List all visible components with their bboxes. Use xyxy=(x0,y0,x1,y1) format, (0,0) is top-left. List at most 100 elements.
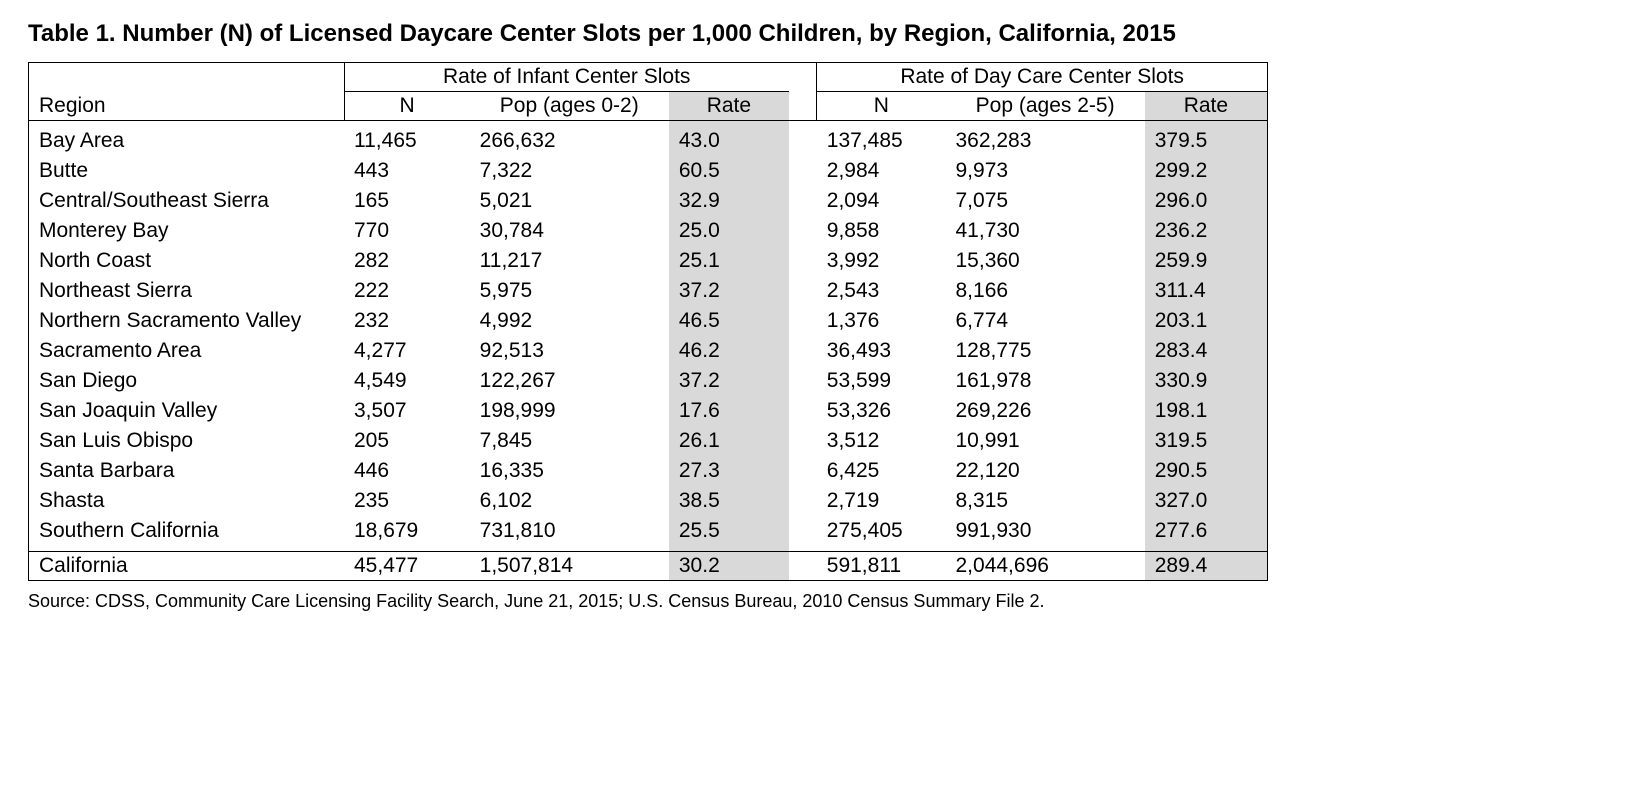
table-title: Table 1. Number (N) of Licensed Daycare … xyxy=(28,20,1622,48)
cell-n1: 235 xyxy=(344,486,470,516)
cell-gap xyxy=(789,276,817,306)
cell-n2: 2,719 xyxy=(817,486,946,516)
cell-rate1: 17.6 xyxy=(669,396,789,426)
cell-gap xyxy=(789,156,817,186)
cell-n2: 53,326 xyxy=(817,396,946,426)
cell-rate2: 319.5 xyxy=(1145,426,1268,456)
table-row: San Luis Obispo2057,84526.1 3,51210,99131… xyxy=(29,426,1268,456)
cell-pop2: 161,978 xyxy=(946,366,1145,396)
cell-pop1: 5,975 xyxy=(470,276,669,306)
header-gap2 xyxy=(789,92,817,121)
cell-gap xyxy=(789,121,817,157)
cell-n2: 137,485 xyxy=(817,121,946,157)
cell-pop2: 22,120 xyxy=(946,456,1145,486)
cell-rate1: 32.9 xyxy=(669,186,789,216)
table-row: North Coast28211,21725.13,99215,360259.9 xyxy=(29,246,1268,276)
cell-pop1: 30,784 xyxy=(470,216,669,246)
cell-pop1: 7,322 xyxy=(470,156,669,186)
table-row: Butte4437,32260.52,9849,973299.2 xyxy=(29,156,1268,186)
cell-pop2: 9,973 xyxy=(946,156,1145,186)
summary-n1: 45,477 xyxy=(344,552,470,581)
cell-gap xyxy=(789,366,817,396)
cell-gap xyxy=(789,216,817,246)
header-pop2: Pop (ages 2-5) xyxy=(946,92,1145,121)
header-blank xyxy=(29,63,345,92)
cell-rate2: 299.2 xyxy=(1145,156,1268,186)
cell-pop2: 10,991 xyxy=(946,426,1145,456)
table-row: Bay Area11,465266,63243.0137,485362,2833… xyxy=(29,121,1268,157)
cell-rate1: 26.1 xyxy=(669,426,789,456)
cell-n1: 4,549 xyxy=(344,366,470,396)
cell-n2: 36,493 xyxy=(817,336,946,366)
table-row: San Diego4,549122,26737.253,599161,97833… xyxy=(29,366,1268,396)
cell-n2: 2,543 xyxy=(817,276,946,306)
header-rate1: Rate xyxy=(669,92,789,121)
cell-rate2: 259.9 xyxy=(1145,246,1268,276)
cell-rate1: 27.3 xyxy=(669,456,789,486)
table-row: Santa Barbara44616,33527.36,42522,120290… xyxy=(29,456,1268,486)
cell-gap xyxy=(789,516,817,552)
cell-rate2: 198.1 xyxy=(1145,396,1268,426)
cell-n1: 4,277 xyxy=(344,336,470,366)
cell-pop2: 991,930 xyxy=(946,516,1145,552)
header-group-infant: Rate of Infant Center Slots xyxy=(344,63,789,92)
table-row: Shasta2356,10238.52,7198,315327.0 xyxy=(29,486,1268,516)
cell-rate2: 311.4 xyxy=(1145,276,1268,306)
cell-pop1: 5,021 xyxy=(470,186,669,216)
summary-rate2: 289.4 xyxy=(1145,552,1268,581)
cell-gap xyxy=(789,426,817,456)
cell-region: Northeast Sierra xyxy=(29,276,345,306)
cell-pop2: 6,774 xyxy=(946,306,1145,336)
table-row: Sacramento Area4,27792,51346.236,493128,… xyxy=(29,336,1268,366)
cell-rate2: 290.5 xyxy=(1145,456,1268,486)
cell-rate2: 327.0 xyxy=(1145,486,1268,516)
cell-n2: 53,599 xyxy=(817,366,946,396)
cell-rate1: 37.2 xyxy=(669,276,789,306)
cell-region: Butte xyxy=(29,156,345,186)
header-region: Region xyxy=(29,92,345,121)
cell-region: Southern California xyxy=(29,516,345,552)
cell-pop2: 7,075 xyxy=(946,186,1145,216)
cell-pop2: 41,730 xyxy=(946,216,1145,246)
cell-gap xyxy=(789,486,817,516)
cell-rate2: 236.2 xyxy=(1145,216,1268,246)
cell-n2: 1,376 xyxy=(817,306,946,336)
cell-region: San Diego xyxy=(29,366,345,396)
header-gap xyxy=(789,63,817,92)
cell-pop2: 269,226 xyxy=(946,396,1145,426)
cell-rate2: 330.9 xyxy=(1145,366,1268,396)
header-group-daycare: Rate of Day Care Center Slots xyxy=(817,63,1268,92)
cell-pop1: 266,632 xyxy=(470,121,669,157)
cell-pop2: 15,360 xyxy=(946,246,1145,276)
cell-pop2: 8,166 xyxy=(946,276,1145,306)
cell-rate1: 25.5 xyxy=(669,516,789,552)
cell-n2: 3,992 xyxy=(817,246,946,276)
cell-rate2: 277.6 xyxy=(1145,516,1268,552)
table-row: Southern California18,679731,81025.5275,… xyxy=(29,516,1268,552)
cell-n1: 222 xyxy=(344,276,470,306)
header-n2: N xyxy=(817,92,946,121)
cell-rate2: 283.4 xyxy=(1145,336,1268,366)
cell-n2: 2,094 xyxy=(817,186,946,216)
cell-pop1: 7,845 xyxy=(470,426,669,456)
cell-n1: 205 xyxy=(344,426,470,456)
summary-pop1: 1,507,814 xyxy=(470,552,669,581)
summary-pop2: 2,044,696 xyxy=(946,552,1145,581)
summary-row: California 45,477 1,507,814 30.2 591,811… xyxy=(29,552,1268,581)
cell-gap xyxy=(789,246,817,276)
cell-pop1: 6,102 xyxy=(470,486,669,516)
cell-n1: 18,679 xyxy=(344,516,470,552)
cell-n1: 165 xyxy=(344,186,470,216)
cell-pop1: 122,267 xyxy=(470,366,669,396)
summary-region: California xyxy=(29,552,345,581)
cell-n1: 443 xyxy=(344,156,470,186)
cell-pop2: 128,775 xyxy=(946,336,1145,366)
cell-rate2: 203.1 xyxy=(1145,306,1268,336)
cell-region: San Luis Obispo xyxy=(29,426,345,456)
cell-gap xyxy=(789,186,817,216)
cell-n1: 11,465 xyxy=(344,121,470,157)
cell-rate2: 379.5 xyxy=(1145,121,1268,157)
cell-gap xyxy=(789,396,817,426)
cell-rate1: 25.1 xyxy=(669,246,789,276)
cell-n2: 3,512 xyxy=(817,426,946,456)
